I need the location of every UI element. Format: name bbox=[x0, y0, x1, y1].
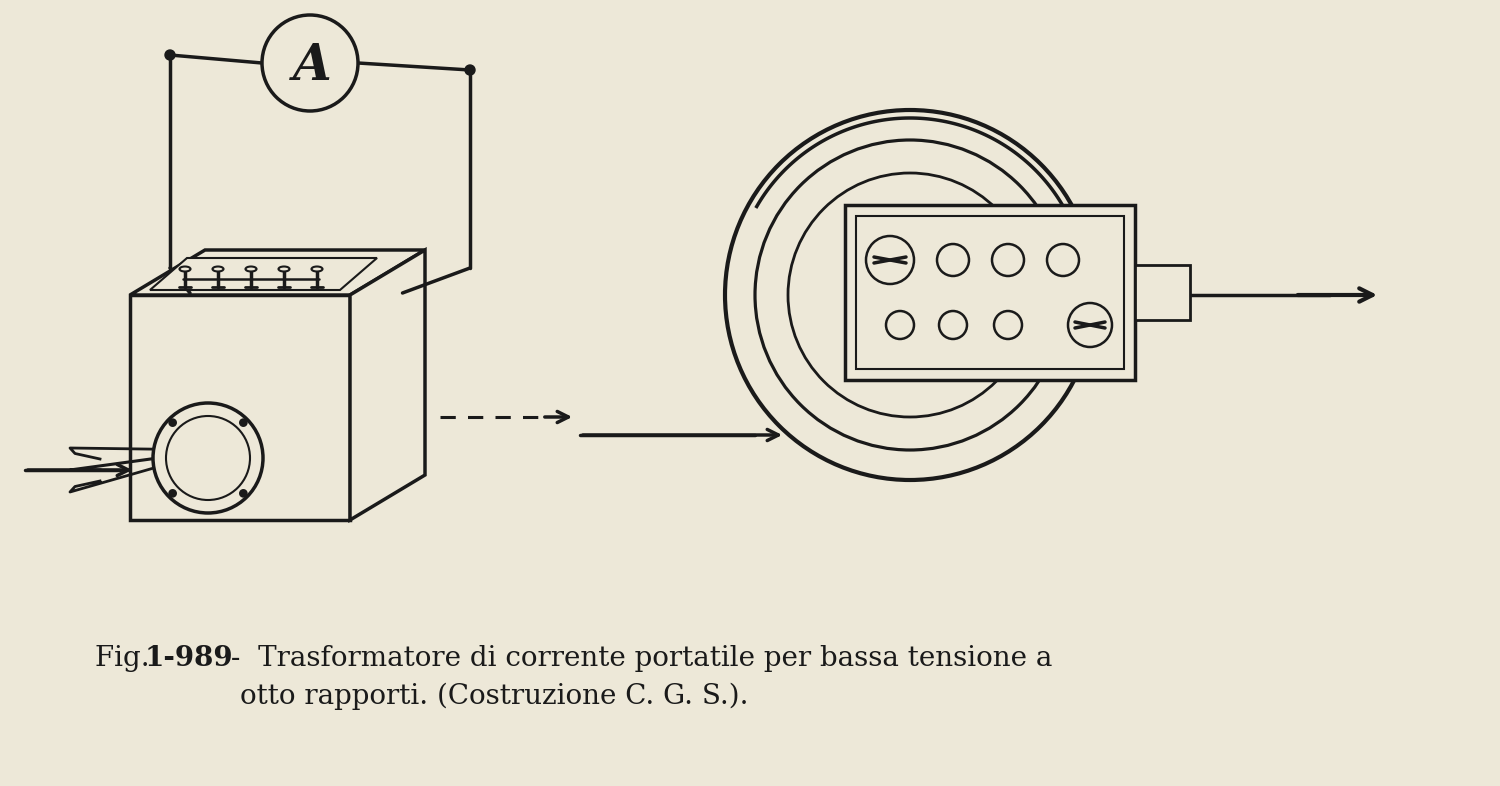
Polygon shape bbox=[130, 250, 424, 295]
Circle shape bbox=[992, 244, 1024, 276]
Text: A: A bbox=[292, 42, 332, 91]
Ellipse shape bbox=[180, 266, 190, 271]
Circle shape bbox=[170, 419, 176, 426]
Bar bbox=[1136, 265, 1190, 320]
Circle shape bbox=[865, 236, 913, 284]
Circle shape bbox=[938, 244, 969, 276]
Text: 1-989: 1-989 bbox=[146, 645, 234, 672]
Text: Fig.: Fig. bbox=[94, 645, 159, 672]
Circle shape bbox=[994, 311, 1022, 339]
Circle shape bbox=[240, 419, 248, 426]
Circle shape bbox=[465, 65, 476, 75]
Ellipse shape bbox=[213, 266, 223, 271]
Circle shape bbox=[166, 416, 250, 500]
Circle shape bbox=[1047, 244, 1078, 276]
Ellipse shape bbox=[312, 266, 322, 271]
Text: otto rapporti. (Costruzione C. G. S.).: otto rapporti. (Costruzione C. G. S.). bbox=[240, 683, 748, 711]
Ellipse shape bbox=[246, 266, 256, 271]
Bar bbox=[844, 205, 1136, 380]
Polygon shape bbox=[130, 295, 350, 520]
Bar bbox=[1136, 265, 1190, 320]
Ellipse shape bbox=[279, 266, 290, 271]
Circle shape bbox=[939, 311, 968, 339]
Circle shape bbox=[165, 50, 176, 60]
Circle shape bbox=[1068, 303, 1112, 347]
Text: -  Trasformatore di corrente portatile per bassa tensione a: - Trasformatore di corrente portatile pe… bbox=[222, 645, 1053, 672]
Bar bbox=[856, 216, 1124, 369]
Circle shape bbox=[170, 490, 176, 497]
Polygon shape bbox=[150, 258, 376, 290]
Circle shape bbox=[886, 311, 914, 339]
Polygon shape bbox=[350, 250, 424, 520]
Circle shape bbox=[262, 15, 358, 111]
Circle shape bbox=[153, 403, 262, 513]
Circle shape bbox=[240, 490, 248, 497]
Bar bbox=[844, 205, 1136, 380]
